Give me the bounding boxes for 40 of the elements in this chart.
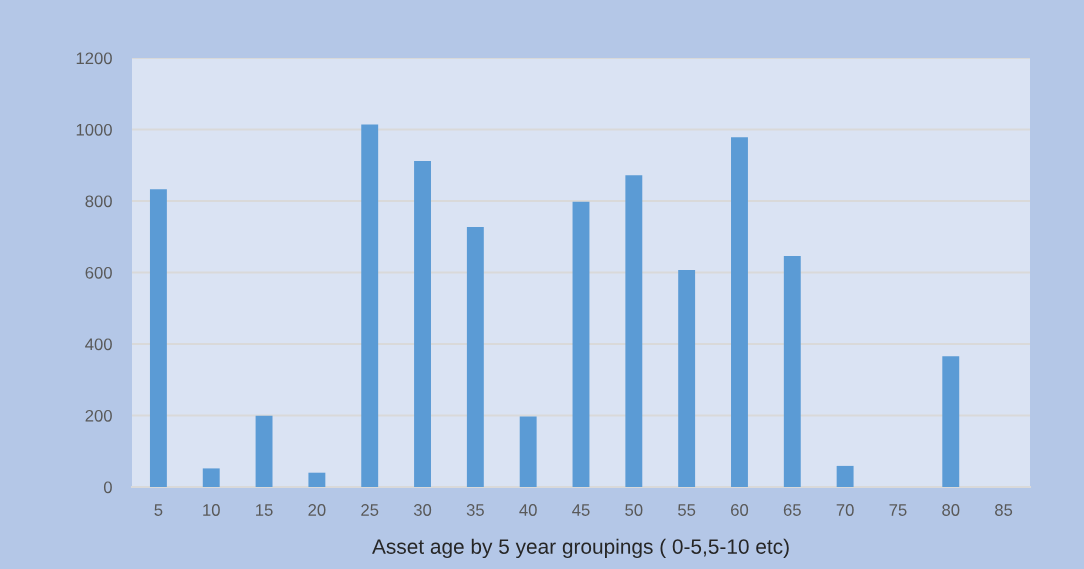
y-tick-label: 0 xyxy=(103,481,112,494)
x-tick-label: 20 xyxy=(308,504,326,516)
y-tick-label: 1200 xyxy=(76,52,112,65)
x-tick-label: 40 xyxy=(519,504,537,516)
x-tick-label: 70 xyxy=(836,504,854,516)
x-tick-label: 35 xyxy=(466,504,484,516)
x-tick-label: 60 xyxy=(731,504,749,516)
bar xyxy=(836,465,854,487)
bar xyxy=(255,415,273,487)
bar xyxy=(361,124,379,487)
bar xyxy=(414,160,431,487)
y-tick-label: 800 xyxy=(85,195,112,208)
bar xyxy=(731,137,748,487)
x-tick-label: 45 xyxy=(572,504,590,516)
x-tick-label: 55 xyxy=(678,504,696,516)
bar xyxy=(625,175,643,487)
x-tick-label: 15 xyxy=(256,504,273,516)
x-tick-label: 5 xyxy=(154,504,163,516)
bar xyxy=(519,416,537,487)
bar xyxy=(308,472,326,487)
y-tick-label: 400 xyxy=(85,338,112,351)
x-tick-label: 85 xyxy=(995,504,1013,516)
bar xyxy=(942,356,960,487)
x-tick-label: 10 xyxy=(203,504,220,516)
bar xyxy=(149,189,167,487)
bar xyxy=(466,227,484,487)
x-axis-title: Asset age by 5 year groupings ( 0-5,5-10 etc) xyxy=(372,538,789,559)
x-tick-label: 25 xyxy=(361,504,379,516)
y-tick-label: 200 xyxy=(85,409,112,422)
bar xyxy=(202,468,220,487)
x-tick-label: 65 xyxy=(783,504,801,516)
y-tick-label: 1000 xyxy=(76,123,112,136)
x-tick-label: 50 xyxy=(625,504,643,516)
bar xyxy=(572,201,590,487)
x-tick-label: 80 xyxy=(942,504,960,516)
bar xyxy=(678,270,696,487)
bar xyxy=(783,256,801,487)
x-tick-label: 75 xyxy=(889,504,907,516)
y-tick-label: 600 xyxy=(85,266,112,279)
x-tick-label: 30 xyxy=(413,504,432,516)
